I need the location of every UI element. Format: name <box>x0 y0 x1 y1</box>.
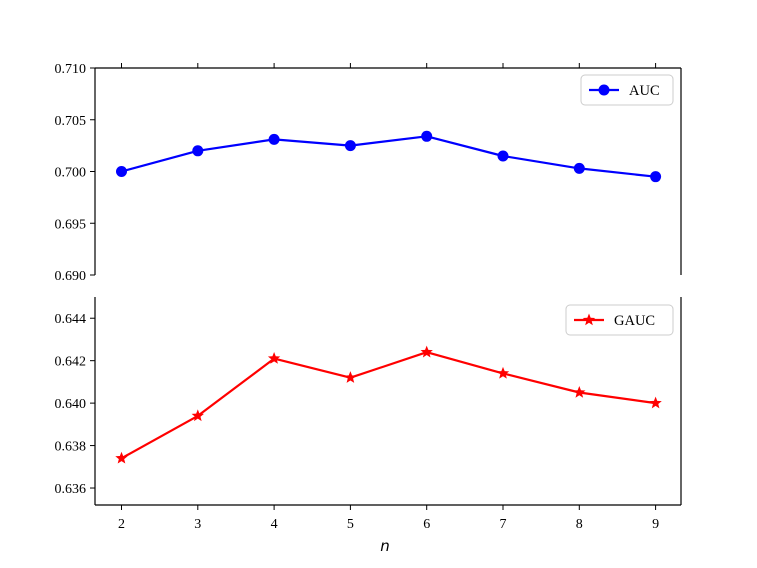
y-tick-label: 0.695 <box>55 217 87 232</box>
x-tick-label: 8 <box>576 517 583 532</box>
legend-box <box>565 304 674 336</box>
gauc-point <box>420 345 433 358</box>
legend: AUC <box>580 74 674 106</box>
x-tick-label: 7 <box>500 517 507 532</box>
x-tick-label: 5 <box>347 517 354 532</box>
gauc-line <box>120 351 656 460</box>
legend-marker <box>582 313 596 326</box>
x-tick-label: 9 <box>652 517 659 532</box>
x-tick-label: 2 <box>118 517 125 532</box>
legend-label: GAUC <box>614 313 655 329</box>
y-tick-label: 0.705 <box>55 114 87 129</box>
y-tick-label: 0.638 <box>55 440 87 455</box>
y-tick-label: 0.640 <box>55 397 87 412</box>
gauc-point <box>344 371 357 383</box>
x-tick-label: 6 <box>423 517 430 532</box>
gauc-point <box>115 451 128 464</box>
gauc-point <box>573 386 586 398</box>
auc-line <box>121 135 656 178</box>
y-tick-label: 0.644 <box>55 312 87 327</box>
gauc-point <box>267 352 281 364</box>
auc-point <box>497 150 509 162</box>
y-tick-label: 0.642 <box>55 355 87 370</box>
y-tick-label: 0.636 <box>55 482 87 497</box>
gauc-subplot: 0.636 0.638 0.640 0.642 0.644 2 3 4 5 6 7 8 9 n GAUC <box>55 297 682 555</box>
legend: GAUC <box>565 304 674 336</box>
auc-subplot: 0.690 0.695 0.700 0.705 0.710 AUC <box>55 62 682 284</box>
gauc-point <box>191 409 204 422</box>
auc-point <box>573 162 585 174</box>
legend-box <box>580 74 674 106</box>
x-tick-label: 4 <box>271 517 278 532</box>
auc-point <box>344 140 356 152</box>
auc-point <box>116 166 127 177</box>
legend-label: AUC <box>629 83 660 99</box>
gauc-point <box>649 396 662 409</box>
x-axis-label: n <box>380 537 390 555</box>
auc-point <box>650 171 662 183</box>
auc-point <box>421 130 433 142</box>
gauc-point <box>496 366 510 379</box>
x-tick-label: 3 <box>194 517 201 532</box>
auc-point <box>192 145 204 157</box>
legend-marker <box>598 84 610 96</box>
y-tick-label: 0.690 <box>55 269 87 284</box>
auc-point <box>268 133 280 145</box>
y-tick-label: 0.710 <box>55 62 87 77</box>
y-tick-label: 0.700 <box>55 166 87 181</box>
